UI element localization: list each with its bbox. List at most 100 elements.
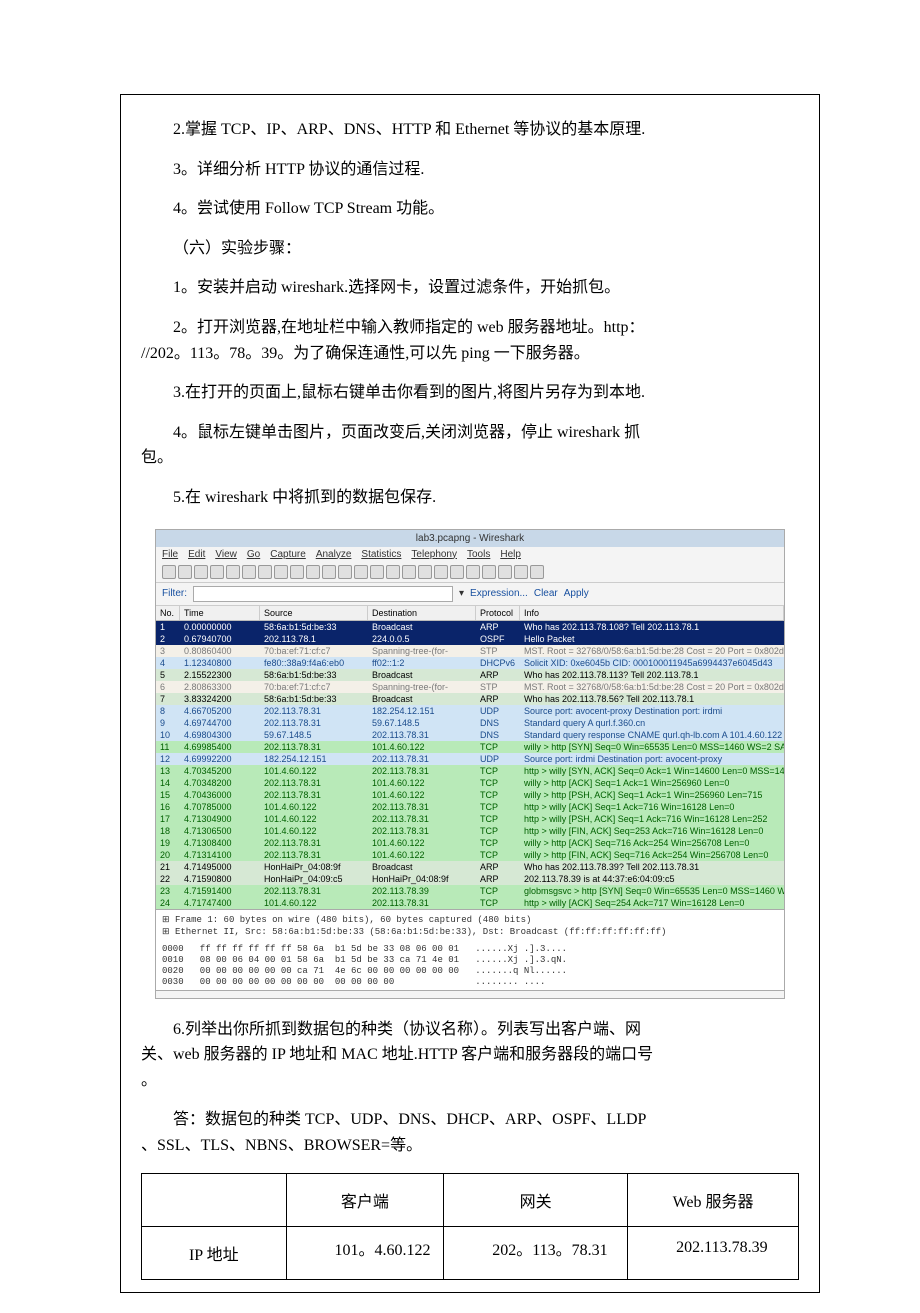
toolbar-icon[interactable] xyxy=(402,565,416,579)
para-2: 2.掌握 TCP、IP、ARP、DNS、HTTP 和 Ethernet 等协议的… xyxy=(141,117,799,143)
packet-row[interactable]: 214.71495000HonHaiPr_04:08:9fBroadcastAR… xyxy=(156,861,784,873)
packet-row[interactable]: 84.66705200202.113.78.31182.254.12.151UD… xyxy=(156,705,784,717)
toolbar-icon[interactable] xyxy=(498,565,512,579)
ws-filterbar: Filter: ▾ Expression... Clear Apply xyxy=(156,583,784,606)
menu-item[interactable]: View xyxy=(215,549,237,560)
packet-row[interactable]: 62.8086330070:ba:ef:71:cf:c7Spanning-tre… xyxy=(156,681,784,693)
th-blank xyxy=(142,1173,287,1226)
menu-item[interactable]: Edit xyxy=(188,549,205,560)
packet-row[interactable]: 204.71314100202.113.78.31101.4.60.122TCP… xyxy=(156,849,784,861)
col-proto: Protocol xyxy=(476,606,520,620)
step-6c: 。 xyxy=(141,1068,799,1094)
cell-webserver: 202.113.78.39 xyxy=(628,1226,799,1279)
step-2b: //202。113。78。39。为了确保连通性,可以先 ping 一下服务器。 xyxy=(141,341,799,367)
th-gateway: 网关 xyxy=(444,1173,628,1226)
filter-apply[interactable]: Apply xyxy=(564,588,589,599)
packet-row[interactable]: 41.12340800fe80::38a9:f4a6:eb0ff02::1:2D… xyxy=(156,657,784,669)
para-3: 3。详细分析 HTTP 协议的通信过程. xyxy=(141,157,799,183)
step-5: 5.在 wireshark 中将抓到的数据包保存. xyxy=(141,485,799,511)
ws-statusbar xyxy=(156,990,784,998)
toolbar-icon[interactable] xyxy=(178,565,192,579)
packet-row[interactable]: 194.71308400202.113.78.31101.4.60.122TCP… xyxy=(156,837,784,849)
packet-row[interactable]: 224.71590800HonHaiPr_04:09:c5HonHaiPr_04… xyxy=(156,873,784,885)
packet-row[interactable]: 94.69744700202.113.78.3159.67.148.5DNSSt… xyxy=(156,717,784,729)
menu-item[interactable]: Statistics xyxy=(361,549,401,560)
toolbar-icon[interactable] xyxy=(338,565,352,579)
hex-line: 0000 ff ff ff ff ff ff 58 6a b1 5d be 33… xyxy=(162,944,778,955)
filter-clear[interactable]: Clear xyxy=(534,588,558,599)
menu-item[interactable]: Capture xyxy=(270,549,306,560)
filter-expr[interactable]: Expression... xyxy=(470,588,528,599)
packet-row[interactable]: 114.69985400202.113.78.31101.4.60.122TCP… xyxy=(156,741,784,753)
toolbar-icon[interactable] xyxy=(226,565,240,579)
packet-row[interactable]: 20.67940700202.113.78.1224.0.0.5OSPFHell… xyxy=(156,633,784,645)
menu-item[interactable]: Go xyxy=(247,549,260,560)
col-no: No. xyxy=(156,606,180,620)
packet-row[interactable]: 134.70345200101.4.60.122202.113.78.31TCP… xyxy=(156,765,784,777)
packet-row[interactable]: 244.71747400101.4.60.122202.113.78.31TCP… xyxy=(156,897,784,909)
col-dest: Destination xyxy=(368,606,476,620)
menu-item[interactable]: Tools xyxy=(467,549,490,560)
hex-line: 0030 00 00 00 00 00 00 00 00 00 00 00 00… xyxy=(162,977,778,988)
wireshark-screenshot: lab3.pcapng - Wireshark File Edit View Go Ca… xyxy=(155,529,785,999)
toolbar-icon[interactable] xyxy=(434,565,448,579)
menu-item[interactable]: Analyze xyxy=(316,549,352,560)
menu-item[interactable]: File xyxy=(162,549,178,560)
filter-label: Filter: xyxy=(162,588,187,599)
packet-row[interactable]: 174.71304900101.4.60.122202.113.78.31TCP… xyxy=(156,813,784,825)
toolbar-icon[interactable] xyxy=(258,565,272,579)
step-6a: 6.列举出你所抓到数据包的种类（协议名称）。列表写出客户端、网 xyxy=(141,1017,799,1043)
toolbar-icon[interactable] xyxy=(210,565,224,579)
toolbar-icon[interactable] xyxy=(450,565,464,579)
packet-row[interactable]: 144.70348200202.113.78.31101.4.60.122TCP… xyxy=(156,777,784,789)
packet-tree: ⊞ Frame 1: 60 bytes on wire (480 bits), … xyxy=(156,909,784,942)
toolbar-icon[interactable] xyxy=(274,565,288,579)
cell-client: 101。4.60.122 xyxy=(286,1226,444,1279)
ws-titlebar: lab3.pcapng - Wireshark xyxy=(156,530,784,547)
col-info: Info xyxy=(520,606,784,620)
ws-toolbar xyxy=(156,562,784,583)
ws-menubar: File Edit View Go Capture Analyze Statistics Te… xyxy=(156,547,784,562)
hex-line: 0020 00 00 00 00 00 00 ca 71 4e 6c 00 00… xyxy=(162,966,778,977)
packet-row[interactable]: 124.69992200182.254.12.151202.113.78.31U… xyxy=(156,753,784,765)
toolbar-icon[interactable] xyxy=(386,565,400,579)
answer-b: 、SSL、TLS、NBNS、BROWSER=等。 xyxy=(141,1133,799,1159)
filter-input[interactable] xyxy=(193,586,453,602)
packet-row[interactable]: 164.70785000101.4.60.122202.113.78.31TCP… xyxy=(156,801,784,813)
menu-item[interactable]: Help xyxy=(500,549,521,560)
menu-item[interactable]: Telephony xyxy=(411,549,457,560)
toolbar-icon[interactable] xyxy=(242,565,256,579)
packet-row[interactable]: 10.0000000058:6a:b1:5d:be:33BroadcastARP… xyxy=(156,621,784,633)
toolbar-icon[interactable] xyxy=(322,565,336,579)
tree-line: ⊞ Ethernet II, Src: 58:6a:b1:5d:be:33 (5… xyxy=(162,926,778,938)
toolbar-icon[interactable] xyxy=(290,565,304,579)
toolbar-icon[interactable] xyxy=(370,565,384,579)
packet-row[interactable]: 52.1552230058:6a:b1:5d:be:33BroadcastARP… xyxy=(156,669,784,681)
step-3: 3.在打开的页面上,鼠标右键单击你看到的图片,将图片另存为到本地. xyxy=(141,380,799,406)
toolbar-icon[interactable] xyxy=(482,565,496,579)
toolbar-icon[interactable] xyxy=(306,565,320,579)
packet-row[interactable]: 30.8086040070:ba:ef:71:cf:c7Spanning-tre… xyxy=(156,645,784,657)
toolbar-icon[interactable] xyxy=(354,565,368,579)
step-6b: 关、web 服务器的 IP 地址和 MAC 地址.HTTP 客户端和服务器段的端… xyxy=(141,1042,799,1068)
packet-row[interactable]: 234.71591400202.113.78.31202.113.78.39TC… xyxy=(156,885,784,897)
step-1: 1。安装并启动 wireshark.选择网卡，设置过滤条件，开始抓包。 xyxy=(141,275,799,301)
step-4a: 4。鼠标左键单击图片，页面改变后,关闭浏览器，停止 wireshark 抓 xyxy=(141,420,799,446)
toolbar-icon[interactable] xyxy=(418,565,432,579)
toolbar-icon[interactable] xyxy=(162,565,176,579)
packet-row[interactable]: 73.8332420058:6a:b1:5d:be:33BroadcastARP… xyxy=(156,693,784,705)
toolbar-icon[interactable] xyxy=(514,565,528,579)
step-4b: 包。 xyxy=(141,445,799,471)
hex-line: 0010 08 00 06 04 00 01 58 6a b1 5d be 33… xyxy=(162,955,778,966)
para-heading-6: （六）实验步骤： xyxy=(141,236,799,262)
packet-hex: 0000 ff ff ff ff ff ff 58 6a b1 5d be 33… xyxy=(156,942,784,990)
packet-row[interactable]: 104.6980430059.67.148.5202.113.78.31DNSS… xyxy=(156,729,784,741)
toolbar-icon[interactable] xyxy=(194,565,208,579)
packet-row[interactable]: 154.70436000202.113.78.31101.4.60.122TCP… xyxy=(156,789,784,801)
packet-row[interactable]: 184.71306500101.4.60.122202.113.78.31TCP… xyxy=(156,825,784,837)
answer-a: 答：数据包的种类 TCP、UDP、DNS、DHCP、ARP、OSPF、LLDP xyxy=(141,1107,799,1133)
toolbar-icon[interactable] xyxy=(530,565,544,579)
col-source: Source xyxy=(260,606,368,620)
toolbar-icon[interactable] xyxy=(466,565,480,579)
cell-gateway: 202。113。78.31 xyxy=(444,1226,628,1279)
